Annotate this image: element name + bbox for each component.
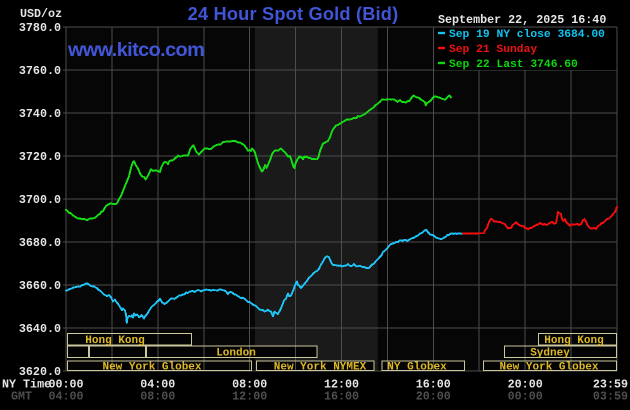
svg-text:September 22, 2025 16:40: September 22, 2025 16:40: [438, 13, 606, 27]
svg-text:04:00: 04:00: [48, 390, 83, 404]
svg-text:20:00: 20:00: [416, 390, 451, 404]
svg-text:3660.0: 3660.0: [19, 279, 61, 293]
svg-text:NY Globex: NY Globex: [387, 362, 447, 374]
svg-text:23:59: 23:59: [593, 377, 628, 391]
svg-text:www.kitco.com: www.kitco.com: [67, 39, 204, 61]
svg-text:New York Globex: New York Globex: [499, 362, 598, 374]
svg-text:NY Time: NY Time: [2, 377, 51, 391]
svg-text:Sep 21 Sunday: Sep 21 Sunday: [449, 44, 537, 56]
svg-text:Sep 22 Last 3746.60: Sep 22 Last 3746.60: [449, 59, 578, 71]
svg-text:04:00: 04:00: [140, 377, 175, 391]
svg-text:3780.0: 3780.0: [19, 21, 61, 35]
svg-text:GMT: GMT: [11, 390, 32, 404]
svg-text:USD/oz: USD/oz: [20, 7, 62, 21]
svg-text:08:00: 08:00: [232, 377, 267, 391]
svg-text:03:59: 03:59: [593, 390, 628, 404]
svg-text:Sydney: Sydney: [530, 348, 570, 360]
svg-text:16:00: 16:00: [324, 390, 359, 404]
svg-text:3680.0: 3680.0: [19, 236, 61, 250]
svg-text:20:00: 20:00: [508, 377, 543, 391]
svg-text:New York NYMEX: New York NYMEX: [274, 362, 367, 374]
svg-text:00:00: 00:00: [48, 377, 83, 391]
svg-text:3620.0: 3620.0: [19, 365, 61, 379]
svg-text:3640.0: 3640.0: [19, 322, 61, 336]
svg-text:3700.0: 3700.0: [19, 193, 61, 207]
svg-text:Sep 19 NY close 3684.00: Sep 19 NY close 3684.00: [449, 29, 605, 41]
svg-text:12:00: 12:00: [324, 377, 359, 391]
svg-text:3740.0: 3740.0: [19, 107, 61, 121]
svg-text:00:00: 00:00: [508, 390, 543, 404]
svg-text:3760.0: 3760.0: [19, 64, 61, 78]
svg-text:16:00: 16:00: [416, 377, 451, 391]
svg-text:12:00: 12:00: [232, 390, 267, 404]
svg-text:08:00: 08:00: [140, 390, 175, 404]
svg-text:24 Hour Spot Gold (Bid): 24 Hour Spot Gold (Bid): [188, 4, 399, 24]
svg-text:Hong Kong: Hong Kong: [85, 335, 144, 347]
svg-text:Hong Kong: Hong Kong: [544, 335, 603, 347]
svg-text:3720.0: 3720.0: [19, 150, 61, 164]
svg-text:London: London: [216, 348, 256, 360]
svg-text:New York Globex: New York Globex: [102, 362, 201, 374]
